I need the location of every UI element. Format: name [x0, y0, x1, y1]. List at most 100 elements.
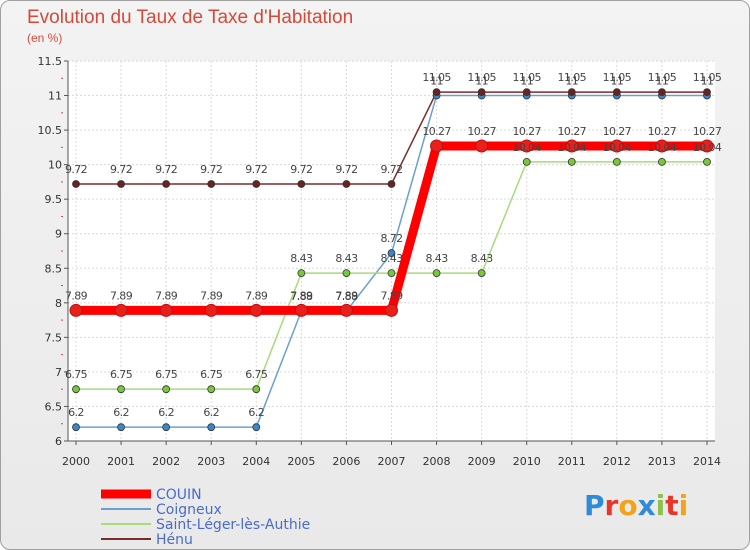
data-label: 10.27: [422, 125, 451, 138]
data-point: [475, 139, 489, 153]
data-label: 8.43: [426, 252, 449, 265]
data-point: [655, 139, 669, 153]
data-point: [385, 303, 398, 317]
data-point: [252, 180, 261, 188]
data-point: [658, 157, 666, 166]
y-axis-unit: (en %): [27, 31, 63, 45]
data-label: 9.72: [65, 163, 87, 176]
data-point: [294, 303, 308, 317]
logo-letter: t: [665, 489, 679, 522]
legend-label: Hénu: [156, 532, 193, 548]
chart-title: Evolution du Taux de Taxe d'Habitation: [27, 7, 354, 28]
data-point: [162, 180, 171, 188]
data-label: 7.89: [110, 289, 133, 302]
data-label: 6.75: [155, 368, 178, 381]
data-label: 10.27: [603, 125, 632, 138]
data-label: 8.43: [335, 252, 358, 265]
data-point: [567, 88, 576, 96]
data-point: [204, 303, 218, 317]
x-tick-label: 2012: [603, 455, 631, 468]
data-labels: 7.89 7.89 7.89 7.89 7.89 7.89 7.89 7.89 10.27 10.…: [65, 71, 722, 419]
data-point: [520, 139, 534, 153]
y-tick-label: 7.5: [45, 331, 63, 344]
x-tick-label: 2004: [242, 455, 270, 468]
data-label: 9.72: [290, 163, 312, 176]
y-tick-label: 8: [55, 297, 62, 310]
data-label: 7.88: [335, 290, 358, 303]
data-label: 6.2: [203, 406, 219, 419]
data-point: [72, 423, 80, 432]
data-label: 8.43: [290, 252, 313, 265]
data-point: [249, 303, 263, 317]
data-point: [700, 139, 714, 153]
data-label: 10.27: [558, 125, 587, 138]
x-tick-label: 2005: [287, 455, 315, 468]
data-label: 10.04: [648, 141, 677, 154]
data-point: [703, 88, 711, 96]
data-point: [339, 303, 353, 317]
data-point: [162, 385, 171, 394]
data-label: 9.72: [380, 163, 402, 176]
data-label: 11.05: [603, 71, 632, 84]
data-label: 11.05: [422, 71, 451, 84]
data-label: 11.05: [558, 71, 587, 84]
data-label: 8.72: [380, 232, 402, 245]
data-label: 9.72: [110, 163, 132, 176]
y-tick-label: 11: [48, 90, 62, 103]
data-label: 9.72: [155, 163, 177, 176]
logo-letter: o: [618, 489, 638, 522]
data-label: 6.2: [248, 406, 264, 419]
x-tick-label: 2003: [197, 455, 225, 468]
y-tick-label: 11.5: [38, 55, 63, 68]
data-point: [72, 180, 80, 188]
series-points: [69, 88, 714, 432]
data-point: [387, 180, 396, 188]
data-point: [658, 88, 666, 96]
data-label: 6.75: [65, 368, 88, 381]
x-tick-label: 2006: [332, 455, 360, 468]
data-label: 10.04: [693, 141, 722, 154]
data-label: 9.72: [335, 163, 357, 176]
data-label: 8.43: [471, 252, 494, 265]
y-tick-label: 6: [55, 435, 62, 448]
data-label: 10.27: [648, 125, 677, 138]
data-label: 7.89: [290, 289, 313, 302]
data-label: 9.72: [245, 163, 267, 176]
data-label: 7.89: [245, 289, 268, 302]
data-label: 11.05: [693, 71, 722, 84]
data-label: 7.89: [335, 289, 358, 302]
logo-letter: x: [637, 489, 656, 522]
y-tick-label: 8.5: [45, 262, 63, 275]
x-tick-label: 2010: [513, 455, 541, 468]
data-point: [610, 139, 624, 153]
x-tick-label: 2014: [693, 455, 721, 468]
data-label: 6.75: [110, 368, 133, 381]
data-point: [522, 88, 531, 96]
data-label: 7.89: [380, 289, 403, 302]
data-label: 6.2: [68, 406, 84, 419]
logo-letter: P: [584, 489, 605, 522]
data-point: [117, 180, 125, 188]
data-label: 6.2: [113, 406, 129, 419]
legend-label: Saint-Léger-lès-Authie: [156, 517, 310, 533]
data-label: 10.27: [467, 125, 496, 138]
logo-letter: r: [604, 489, 619, 522]
legend-label: COUIN: [156, 487, 202, 503]
y-tick-label: 9: [55, 228, 62, 241]
data-label: 10.27: [693, 125, 722, 138]
data-point: [252, 385, 261, 394]
data-point: [72, 385, 80, 394]
data-label: 11: [656, 75, 669, 88]
data-point: [477, 88, 486, 96]
data-point: [69, 303, 83, 317]
data-label: 8.43: [380, 252, 403, 265]
logo-letter: i: [678, 489, 689, 522]
data-point: [117, 385, 125, 394]
axes: 6 6.5 7 7.5 8 8.5 9 9.5 10 10.5 11 11.5 2000 2001 2002…: [38, 55, 722, 468]
data-point: [207, 423, 216, 432]
data-point: [297, 180, 306, 188]
y-tick-label: 6.5: [45, 400, 63, 413]
x-tick-label: 2000: [62, 455, 90, 468]
data-point: [477, 269, 486, 278]
